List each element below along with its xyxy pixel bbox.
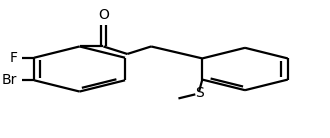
Text: S: S [195, 86, 204, 100]
Text: O: O [98, 8, 109, 22]
Text: F: F [9, 51, 17, 65]
Text: Br: Br [2, 73, 17, 87]
